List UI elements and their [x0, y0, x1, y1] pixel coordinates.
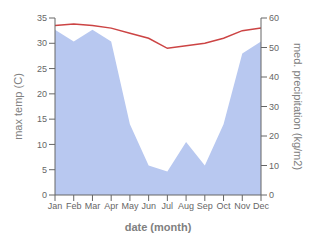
svg-text:date (month): date (month)	[125, 221, 192, 233]
svg-text:20: 20	[37, 89, 47, 99]
svg-text:60: 60	[269, 13, 279, 23]
svg-text:Aug: Aug	[178, 201, 194, 211]
svg-text:15: 15	[37, 114, 47, 124]
svg-text:Nov: Nov	[234, 201, 251, 211]
svg-text:Mar: Mar	[85, 201, 101, 211]
svg-text:30: 30	[37, 38, 47, 48]
svg-text:Jan: Jan	[48, 201, 63, 211]
svg-text:May: May	[121, 201, 139, 211]
svg-text:Feb: Feb	[66, 201, 82, 211]
svg-text:Apr: Apr	[104, 201, 118, 211]
svg-text:Jun: Jun	[141, 201, 156, 211]
svg-text:Jul: Jul	[162, 201, 174, 211]
svg-text:Oct: Oct	[217, 201, 232, 211]
svg-text:0: 0	[42, 190, 47, 200]
svg-text:Sep: Sep	[197, 201, 213, 211]
svg-text:med. precipitation (kg/m2): med. precipitation (kg/m2)	[292, 43, 304, 170]
svg-text:max temp (C): max temp (C)	[12, 73, 24, 140]
svg-text:10: 10	[269, 161, 279, 171]
svg-text:5: 5	[42, 165, 47, 175]
svg-text:0: 0	[269, 190, 274, 200]
svg-text:35: 35	[37, 13, 47, 23]
svg-text:20: 20	[269, 131, 279, 141]
svg-text:25: 25	[37, 64, 47, 74]
svg-text:50: 50	[269, 43, 279, 53]
svg-text:30: 30	[269, 102, 279, 112]
svg-text:10: 10	[37, 140, 47, 150]
svg-text:40: 40	[269, 72, 279, 82]
svg-text:Dec: Dec	[253, 201, 270, 211]
